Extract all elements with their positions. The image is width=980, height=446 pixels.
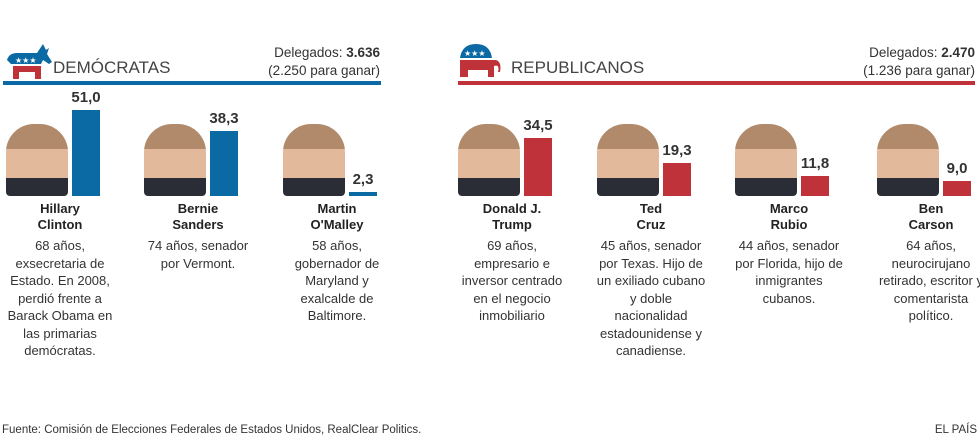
dem-delegates: Delegados: 3.636 (2.250 para ganar) (268, 45, 380, 78)
candidate-desc-marco-rubio: 44 años, senador por Florida, hijo de in… (735, 238, 843, 306)
value-label-bernie-sanders: 38,3 (209, 110, 239, 128)
dem-divider (3, 81, 381, 85)
rep-divider (458, 81, 975, 85)
svg-text:★★★: ★★★ (15, 56, 37, 65)
candidate-name-ben-carson: Ben Carson (908, 201, 954, 232)
bar-martin-o-malley (349, 192, 377, 196)
candidate-name-bernie-sanders: Bernie Sanders (172, 201, 224, 232)
source-note: Fuente: Comisión de Elecciones Federales… (2, 424, 422, 436)
candidate-name-martin-o-malley: Martin O'Malley (310, 201, 364, 232)
candidate-photo-bernie-sanders (144, 124, 206, 196)
brand-label: EL PAÍS (934, 424, 977, 436)
candidate-name-hillary-clinton: Hillary Clinton (37, 201, 83, 232)
candidate-desc-ben-carson: 64 años, neurocirujano retirado, escrito… (878, 238, 980, 323)
value-label-ben-carson: 9,0 (946, 159, 968, 177)
candidate-photo-ted-cruz (597, 124, 659, 196)
elephant-logo-icon: ★★★ (460, 44, 501, 77)
rep-title: REPUBLICANOS (511, 58, 645, 77)
bar-bernie-sanders (210, 131, 238, 196)
bar-donald-j-trump (524, 137, 552, 196)
bar-ted-cruz (663, 163, 691, 196)
value-label-ted-cruz: 19,3 (662, 142, 692, 160)
svg-text:★★★: ★★★ (464, 49, 486, 58)
bar-hillary-clinton (72, 109, 100, 196)
candidate-photo-hillary-clinton (6, 124, 68, 196)
value-label-hillary-clinton: 51,0 (71, 88, 101, 106)
value-label-donald-j-trump: 34,5 (523, 116, 553, 134)
donkey-logo-icon: ★★★ (7, 44, 52, 79)
candidate-photo-martin-o-malley (283, 124, 345, 196)
rep-delegates: Delegados: 2.470 (1.236 para ganar) (863, 45, 975, 78)
candidate-desc-donald-j-trump: 69 años, empresario e inversor centrado … (461, 238, 563, 323)
candidate-photo-donald-j-trump (458, 124, 520, 196)
candidate-desc-ted-cruz: 45 años, senador por Texas. Hijo de un e… (596, 238, 706, 358)
candidate-name-ted-cruz: Ted Cruz (636, 201, 666, 232)
candidate-photo-marco-rubio (735, 124, 797, 196)
candidate-desc-martin-o-malley: 58 años, gobernador de Maryland y exalca… (294, 238, 380, 323)
candidate-photo-ben-carson (877, 124, 939, 196)
bar-ben-carson (943, 180, 971, 196)
value-label-martin-o-malley: 2,3 (352, 171, 374, 189)
candidate-desc-hillary-clinton: 68 años, exsecretaria de Estado. En 2008… (7, 238, 113, 358)
value-label-marco-rubio: 11,8 (800, 155, 830, 173)
candidate-name-marco-rubio: Marco Rubio (769, 201, 809, 232)
dem-title: DEMÓCRATAS (53, 58, 171, 77)
candidate-desc-bernie-sanders: 74 años, senador por Vermont. (147, 238, 249, 271)
candidate-name-donald-j-trump: Donald J. Trump (482, 201, 542, 232)
bar-marco-rubio (801, 176, 829, 196)
